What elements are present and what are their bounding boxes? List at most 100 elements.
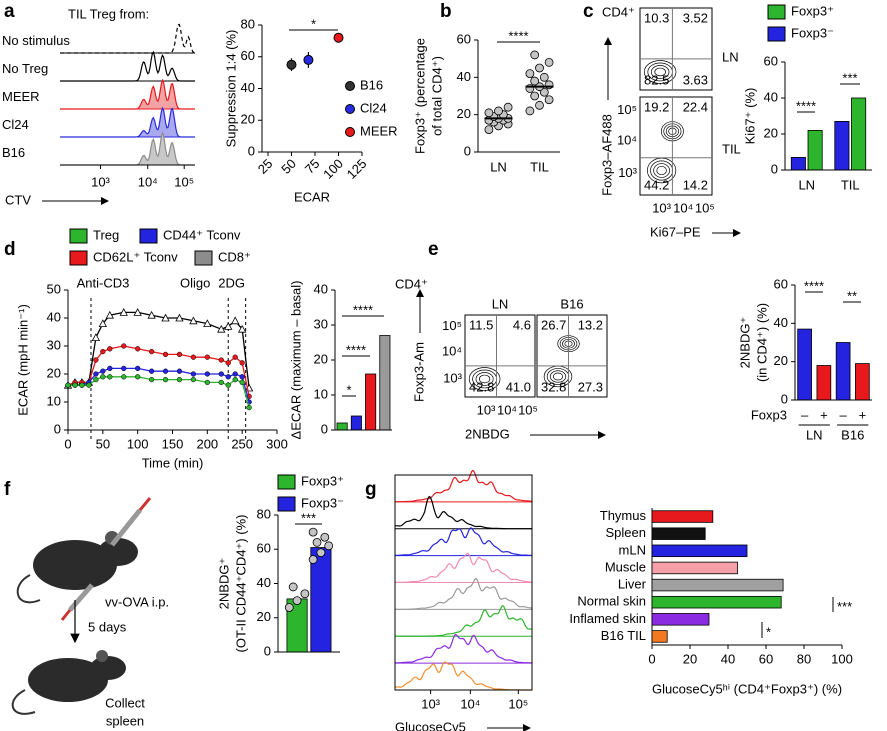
row-label: MEER: [2, 89, 40, 104]
x-tick-label: 10⁵: [174, 174, 194, 189]
x-tick-label: 250: [231, 436, 253, 451]
x-axis-label: GlucoseCy5ʰⁱ (CD4⁺Foxp3⁺) (%): [652, 681, 842, 696]
bar: [807, 129, 823, 171]
x-tick-label: +: [820, 407, 828, 422]
x-tick-label: 200: [196, 436, 218, 451]
y-tick-label: Liver: [618, 577, 647, 592]
flow-plot: [536, 314, 608, 398]
x-tick-label: 50: [278, 156, 299, 177]
x-axis-label: GlucoseCy5: [395, 719, 466, 731]
y-tick-label: 80: [241, 16, 255, 31]
data-point: [535, 100, 544, 110]
legend-swatch: [277, 496, 296, 512]
data-point: [93, 376, 99, 383]
x-tick-label: 10⁵: [518, 402, 538, 417]
y-tick-label: 10⁵: [442, 318, 462, 333]
data-point: [100, 348, 106, 355]
legend-label: B16: [360, 77, 383, 92]
data-point: [162, 368, 169, 374]
x-tick-label: 10⁴: [673, 200, 693, 215]
x-tick-label: 0: [64, 436, 71, 451]
x-tick-label: 10⁵: [695, 200, 715, 215]
data-point: [484, 108, 494, 118]
y-tick-label: 10: [47, 393, 61, 408]
x-tick-label: 10³: [91, 174, 110, 189]
panel-letter: d: [4, 239, 16, 260]
y-tick-label: 20: [314, 351, 328, 366]
x-tick-label: 40: [721, 651, 735, 666]
x-axis-label: CTV: [5, 192, 31, 207]
legend-label: CD62L⁺ Tconv: [93, 249, 178, 264]
data-point: [288, 582, 298, 592]
data-point: [324, 541, 334, 551]
data-point: [530, 91, 540, 101]
data-point: [93, 371, 99, 377]
contour: [643, 60, 677, 84]
contour: [654, 67, 666, 77]
y-axis-label: ECAR (mpH min⁻¹): [15, 304, 30, 416]
data-point: [79, 382, 85, 388]
y-tick-label: mLN: [619, 542, 646, 557]
legend-swatch: [194, 250, 213, 266]
data-point: [239, 360, 245, 366]
legend-label: Treg: [93, 227, 119, 242]
data-point: [320, 532, 330, 542]
data-point: [190, 376, 197, 383]
data-point: [204, 371, 210, 377]
data-point: [218, 357, 224, 363]
y-tick-label: Normal skin: [577, 594, 646, 609]
x-tick-label: 80: [797, 651, 811, 666]
legend-swatch: [345, 81, 355, 91]
row-label: Cl24: [2, 117, 29, 132]
x-tick-label: 10³: [477, 402, 496, 417]
data-point: [232, 376, 238, 383]
row-label: No Treg: [2, 61, 48, 76]
panel-letter: c: [583, 1, 594, 22]
contour: [475, 372, 494, 386]
data-point: [121, 343, 127, 349]
legend-swatch: [69, 250, 88, 266]
x-tick-label: 150: [162, 436, 184, 451]
histogram-curve: [394, 661, 532, 691]
mouse-diagram: vv-OVA i.p. 5 days Collect spleen: [11, 497, 169, 728]
panel-letter: e: [428, 239, 439, 260]
data-point: [544, 58, 554, 67]
y-axis-label: of total CD4⁺): [429, 56, 444, 136]
data-point: [148, 348, 155, 355]
x-tick-label: 0: [648, 651, 655, 666]
data-point: [535, 63, 544, 73]
y-axis-label: Suppression 1:4 (%): [223, 30, 238, 148]
y-axis-label: 2NBDG⁺: [216, 558, 231, 610]
data-point: [189, 316, 198, 325]
data-point: [135, 365, 141, 372]
significance-label: ***: [842, 70, 857, 85]
data-point: [300, 589, 310, 599]
data-point: [133, 308, 142, 316]
legend-swatch: [345, 104, 355, 114]
data-point: [121, 365, 127, 372]
x-tick-label: 10⁵: [508, 696, 528, 711]
flow-plot: [464, 314, 536, 398]
quadrant-value: 26.7: [541, 317, 566, 332]
data-point: [303, 54, 314, 65]
data-point: [121, 374, 127, 380]
data-point: [225, 382, 231, 388]
y-tick-label: Thymus: [600, 508, 647, 523]
y-tick-label: 0: [781, 391, 788, 406]
plot-label: LN: [722, 49, 739, 64]
data-point: [284, 603, 294, 612]
series-line: [67, 311, 250, 389]
quadrant-value: 22.4: [683, 99, 708, 114]
histogram-curve: [60, 50, 195, 82]
row-label: No stimulus: [2, 33, 70, 48]
chart-title: TIL Treg from:: [68, 6, 149, 21]
quadrant-value: 11.5: [469, 317, 493, 332]
y-tick-label: 60: [774, 276, 788, 291]
bar: [365, 373, 377, 431]
y-tick-label: 0: [321, 421, 328, 436]
x-tick-label: 20: [683, 651, 697, 666]
y-tick-label: 20: [457, 106, 471, 121]
contour: [653, 163, 670, 178]
data-point: [204, 354, 210, 360]
